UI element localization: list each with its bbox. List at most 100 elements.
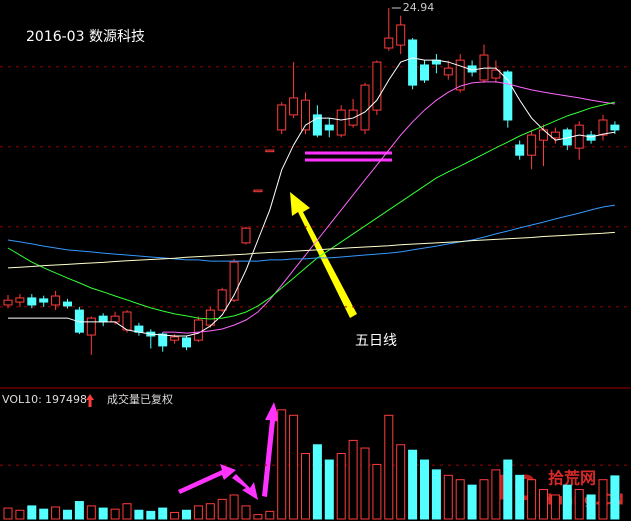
- volume-bar: [336, 453, 346, 520]
- candle-body: [455, 59, 465, 91]
- candle-body: [217, 289, 227, 311]
- volume-bar: [324, 459, 334, 520]
- candle-body: [98, 315, 108, 323]
- candle-body: [193, 319, 203, 341]
- ma-line: [7, 101, 616, 320]
- candle-body: [539, 129, 548, 141]
- volume-bar: [455, 479, 465, 520]
- candle-body: [336, 109, 346, 136]
- candle-body: [491, 69, 501, 79]
- candle-body: [182, 337, 191, 348]
- volume-bar: [289, 414, 299, 520]
- volume-bar: [527, 479, 537, 520]
- candle-body: [550, 131, 560, 139]
- candle-body: [301, 99, 310, 131]
- volume-bar: [253, 514, 263, 520]
- candle-body: [277, 104, 287, 131]
- volume-bar: [396, 444, 406, 520]
- candle-body: [170, 336, 180, 341]
- volume-bar: [51, 506, 61, 520]
- ma-line: [8, 57, 615, 337]
- volume-bar: [562, 484, 572, 520]
- volume-bar: [110, 508, 120, 520]
- volume-bar: [348, 439, 358, 520]
- candle-body: [515, 144, 525, 156]
- volume-bar: [420, 459, 429, 520]
- annotation-arrow: [262, 402, 280, 497]
- candle-body: [503, 71, 513, 121]
- volume-arrow: [86, 394, 94, 407]
- candle-body: [51, 295, 61, 306]
- volume-bar: [598, 479, 608, 520]
- candle-body: [312, 114, 322, 136]
- candle-body: [253, 189, 263, 193]
- volume-bar: [574, 489, 584, 520]
- candle-body: [586, 134, 596, 141]
- volume-bar: [15, 509, 25, 520]
- ma-line: [7, 204, 615, 262]
- volume-value: 197498: [45, 393, 87, 406]
- volume-bar: [241, 505, 251, 520]
- volume-bar: [443, 474, 453, 520]
- volume-bar: [610, 475, 620, 520]
- volume-bar: [384, 414, 394, 520]
- candle-body: [372, 61, 382, 111]
- volume-bar: [122, 503, 132, 520]
- volume-bar: [3, 507, 13, 520]
- volume-bar: [312, 444, 322, 520]
- candle-body: [527, 134, 537, 156]
- candle-body: [443, 67, 453, 76]
- volume-bar: [586, 494, 596, 520]
- candle-body: [610, 124, 620, 131]
- volume-bar: [170, 511, 180, 520]
- candle-body: [3, 299, 13, 306]
- annotation-arrow: [290, 192, 357, 318]
- watermark-name: 拾荒网: [548, 469, 596, 488]
- candle-body: [86, 317, 96, 336]
- volume-bar: [408, 449, 418, 520]
- candle-body: [289, 97, 299, 116]
- volume-bar: [515, 474, 525, 520]
- ma-line: [7, 231, 615, 269]
- volume-bar: [217, 498, 227, 520]
- candle-body: [241, 227, 251, 244]
- volume-bar: [74, 501, 84, 520]
- candle-body: [110, 315, 120, 323]
- candle-body: [384, 37, 394, 49]
- annotation-arrow: [178, 464, 236, 494]
- candle-body: [39, 298, 49, 303]
- volume-bar: [372, 463, 382, 520]
- candle-body: [15, 297, 25, 303]
- candle-body: [158, 333, 168, 347]
- volume-bar: [146, 510, 156, 520]
- volume-bar: [360, 447, 370, 520]
- candle-body: [360, 84, 370, 131]
- volume-bar: [134, 509, 144, 520]
- volume-bar: [431, 469, 441, 520]
- volume-bar: [98, 507, 108, 520]
- volume-bar: [63, 509, 72, 520]
- candle-body: [574, 124, 584, 149]
- candle-body: [122, 311, 132, 331]
- annotation: 五日线: [355, 333, 397, 349]
- candle-body: [396, 24, 406, 46]
- max-label: 24.94: [403, 1, 435, 14]
- volume-bar: [27, 505, 37, 520]
- volume-note: 成交量已复权: [107, 392, 173, 406]
- volume-bar: [503, 459, 513, 520]
- candle-body: [324, 124, 334, 131]
- volume-bar: [39, 508, 49, 520]
- volume-bar: [229, 494, 239, 520]
- candle-body: [229, 261, 239, 301]
- volume-bar: [86, 505, 96, 520]
- volume-bar: [193, 505, 203, 520]
- candle-body: [205, 309, 215, 326]
- chart-title: 2016-03 数源科技: [26, 29, 145, 45]
- candle-body: [27, 297, 37, 306]
- volume-bar: [205, 503, 215, 520]
- volume-bar: [479, 479, 489, 520]
- candle-body: [63, 301, 72, 307]
- volume-bar: [467, 484, 477, 520]
- volume-bar: [539, 489, 548, 520]
